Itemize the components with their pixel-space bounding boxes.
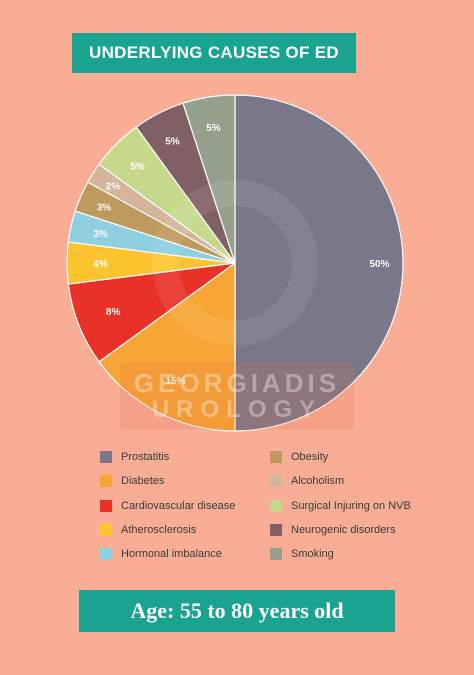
legend-swatch — [270, 475, 282, 488]
legend-swatch — [270, 451, 282, 464]
slice-label-cardiovascular-disease: 8% — [106, 307, 121, 318]
slice-label-prostatitis: 50% — [369, 259, 389, 270]
legend-label: Alcoholism — [291, 475, 345, 488]
legend-swatch — [100, 451, 112, 464]
age-range-banner: Age: 55 to 80 years old — [79, 590, 395, 632]
legend-label: Obesity — [291, 451, 329, 464]
legend-label: Smoking — [291, 548, 334, 561]
legend-swatch — [270, 548, 282, 561]
legend-label: Surgical Injuring on NVB — [291, 499, 411, 512]
slice-label-neurogenic-disorders: 5% — [165, 136, 180, 147]
legend-label: Neurogenic disorders — [291, 524, 396, 537]
legend-swatch — [100, 524, 112, 537]
pie-slice-diabetes — [98, 261, 236, 432]
pie-slice-prostatitis — [234, 94, 404, 432]
slice-label-obesity: 3% — [97, 202, 112, 213]
legend-swatch — [270, 524, 282, 537]
chart-title: UNDERLYING CAUSES OF ED — [72, 33, 356, 73]
watermark-ring — [152, 180, 318, 346]
legend-item-alcoholism: Alcoholism — [270, 469, 430, 493]
chart-legend: Prostatitis Obesity Diabetes Alcoholism Card… — [100, 445, 430, 565]
legend-item-diabetes: Diabetes — [100, 469, 270, 493]
legend-label: Atherosclerosis — [121, 524, 197, 537]
legend-item-neurogenic-disorders: Neurogenic disorders — [270, 518, 430, 542]
legend-swatch — [100, 475, 112, 488]
legend-item-cardiovascular-disease: Cardiovascular disease — [100, 494, 270, 518]
pie-slice-smoking — [182, 94, 236, 264]
slice-label-atherosclerosis: 4% — [93, 259, 108, 270]
legend-item-obesity: Obesity — [270, 445, 430, 469]
legend-label: Cardiovascular disease — [121, 499, 236, 512]
legend-label: Diabetes — [121, 475, 165, 488]
legend-label: Hormonal imbalance — [121, 548, 222, 561]
legend-item-surgical-injuring-on-nvb: Surgical Injuring on NVB — [270, 494, 430, 518]
legend-item-smoking: Smoking — [270, 542, 430, 566]
legend-item-atherosclerosis: Atherosclerosis — [100, 518, 270, 542]
slice-label-hormonal-imbalance: 3% — [93, 229, 108, 240]
slice-label-surgical-injuring-on-nvb: 5% — [130, 162, 145, 173]
slice-label-smoking: 5% — [206, 123, 221, 134]
legend-swatch — [100, 499, 112, 512]
legend-item-prostatitis: Prostatitis — [100, 445, 270, 469]
slice-label-diabetes: 15% — [166, 376, 186, 387]
legend-label: Prostatitis — [121, 451, 170, 464]
legend-swatch — [100, 548, 112, 561]
slice-label-alcoholism: 2% — [106, 182, 121, 193]
legend-item-hormonal-imbalance: Hormonal imbalance — [100, 542, 270, 566]
legend-swatch — [270, 499, 282, 512]
